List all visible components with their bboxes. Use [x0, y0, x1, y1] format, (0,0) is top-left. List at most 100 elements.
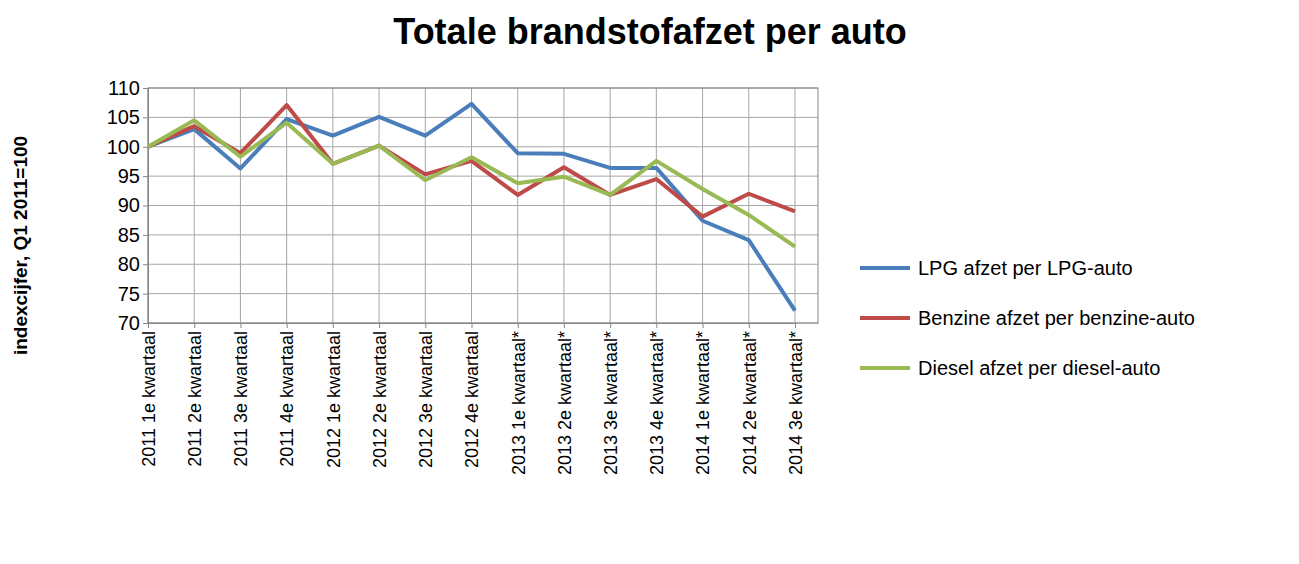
- tick: 2012 3e kwartaal: [416, 323, 436, 468]
- plot-frame: [148, 88, 818, 323]
- tick-mark: [143, 206, 148, 207]
- tick-label: 75: [118, 283, 140, 305]
- tick-mark: [749, 323, 750, 328]
- tick-mark: [703, 323, 704, 328]
- tick: 105: [107, 106, 148, 128]
- tick-label: 2013 1e kwartaal*: [509, 331, 529, 475]
- tick: 2014 1e kwartaal*: [693, 323, 713, 475]
- tick-mark: [143, 323, 148, 324]
- tick: 2012 1e kwartaal: [324, 323, 344, 468]
- grid-line: [656, 88, 657, 323]
- tick-label: 2014 2e kwartaal*: [740, 331, 760, 475]
- tick: 2011 3e kwartaal: [231, 323, 251, 467]
- grid-line: [563, 88, 564, 323]
- grid-line: [471, 88, 472, 323]
- legend-label: LPG afzet per LPG-auto: [918, 257, 1133, 279]
- tick-mark: [143, 264, 148, 265]
- series-line: [148, 104, 795, 311]
- title: Totale brandstofafzet per auto: [393, 11, 906, 52]
- tick-label: 80: [118, 253, 140, 275]
- grid-line: [702, 88, 703, 323]
- grid-line: [332, 88, 333, 323]
- legend-key: [860, 366, 910, 370]
- grid-line: [379, 88, 380, 323]
- grid-line: [194, 88, 195, 323]
- tick-mark: [143, 147, 148, 148]
- legend-key: [860, 316, 910, 320]
- grid-line: [748, 88, 749, 323]
- tick-label: 90: [118, 194, 140, 216]
- tick: 2012 4e kwartaal: [462, 323, 482, 468]
- grid-line: [517, 88, 518, 323]
- tick: 2011 2e kwartaal: [185, 323, 205, 467]
- tick: 2012 2e kwartaal: [370, 323, 390, 468]
- series-line: [148, 105, 795, 217]
- tick-mark: [333, 323, 334, 328]
- tick-mark: [379, 323, 380, 328]
- tick-mark: [610, 323, 611, 328]
- grid-line: [425, 88, 426, 323]
- tick: 2013 1e kwartaal*: [509, 323, 529, 475]
- tick-mark: [143, 88, 148, 89]
- tick-label: 2011 3e kwartaal: [231, 331, 251, 467]
- lines: [148, 104, 795, 311]
- tick-mark: [194, 323, 195, 328]
- tick: 2014 3e kwartaal*: [786, 323, 806, 475]
- grid-line: [148, 264, 818, 265]
- legend: LPG afzet per LPG-auto Benzine afzet per …: [860, 257, 1195, 379]
- tick-label: 105: [107, 106, 140, 128]
- grid-line: [148, 205, 818, 206]
- tick: 75: [118, 283, 148, 305]
- tick: 2013 2e kwartaal*: [555, 323, 575, 475]
- tick-label: 2012 4e kwartaal: [462, 331, 482, 468]
- tick-mark: [472, 323, 473, 328]
- tick-label: 2013 4e kwartaal*: [647, 331, 667, 475]
- tick: 70: [118, 312, 148, 334]
- tick: 90: [118, 194, 148, 216]
- grid-line: [148, 234, 818, 235]
- tick: 80: [118, 253, 148, 275]
- tick-label: 2012 3e kwartaal: [416, 331, 436, 468]
- grid-line: [148, 176, 818, 177]
- tick-label: 110: [108, 77, 140, 99]
- tick: 95: [118, 165, 148, 187]
- tick-label: 70: [118, 312, 140, 334]
- tick-label: 2011 4e kwartaal: [277, 331, 297, 467]
- tick-label: 2013 2e kwartaal*: [555, 331, 575, 475]
- grid-line: [795, 88, 796, 323]
- y-axis: 70 75 80 85 90 95 100 105 110: [107, 77, 149, 334]
- legend-label: Diesel afzet per diesel-auto: [918, 357, 1160, 379]
- tick-label: 2014 1e kwartaal*: [693, 331, 713, 475]
- tick-mark: [518, 323, 519, 328]
- series-line: [148, 120, 795, 246]
- legend-label: Benzine afzet per benzine-auto: [918, 307, 1195, 329]
- tick-label: 2011 1e kwartaal: [139, 331, 159, 467]
- chart: Totale brandstofafzet per autoindexcijfe…: [0, 0, 1299, 564]
- tick-label: 2014 3e kwartaal*: [786, 331, 806, 475]
- tick-label: 2012 1e kwartaal: [324, 331, 344, 468]
- tick-mark: [795, 323, 796, 328]
- tick: 2014 2e kwartaal*: [740, 323, 760, 475]
- tick: 110: [108, 77, 148, 99]
- tick-mark: [287, 323, 288, 328]
- grid: [148, 88, 818, 323]
- grid-line: [610, 88, 611, 323]
- legend-key: [860, 266, 910, 270]
- tick: 100: [107, 136, 148, 158]
- tick-mark: [240, 323, 241, 328]
- tick-label: 2013 3e kwartaal*: [601, 331, 621, 475]
- tick-mark: [564, 323, 565, 328]
- tick: 2013 4e kwartaal*: [647, 323, 667, 475]
- x-axis: 2011 1e kwartaal 2011 2e kwartaal 2011 3e …: [139, 323, 806, 475]
- grid-line: [148, 293, 818, 294]
- tick-label: 100: [107, 136, 140, 158]
- tick-mark: [143, 235, 148, 236]
- tick-mark: [143, 176, 148, 177]
- grid-line: [240, 88, 241, 323]
- tick-label: 95: [118, 165, 140, 187]
- tick-label: 2012 2e kwartaal: [370, 331, 390, 468]
- tick-label: 2011 2e kwartaal: [185, 331, 205, 467]
- tick-label: 85: [118, 224, 140, 246]
- tick: 2011 1e kwartaal: [139, 323, 159, 467]
- tick-mark: [656, 323, 657, 328]
